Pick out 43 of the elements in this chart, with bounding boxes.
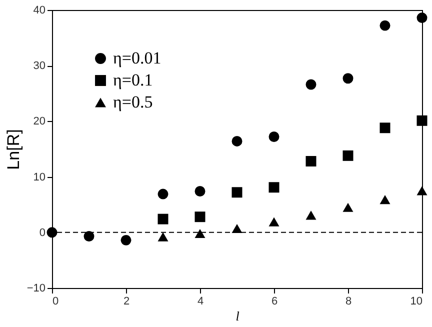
point [306, 210, 316, 220]
point [268, 182, 280, 193]
point [416, 115, 428, 126]
x-tick-label: 10 [410, 296, 422, 308]
y-tick-label: 30 [33, 60, 46, 72]
point [342, 150, 354, 161]
point [158, 232, 168, 242]
x-tick-label: 0 [52, 296, 59, 308]
y-tick-label: 0 [39, 226, 46, 239]
point [232, 136, 242, 146]
x-tick-label: 6 [271, 296, 278, 308]
point [120, 234, 132, 246]
point [306, 79, 316, 90]
y-axis-title: Ln[R] [4, 129, 23, 170]
point [416, 12, 428, 24]
x-tick-label: 8 [345, 296, 352, 308]
legend-label: η=0.5 [113, 92, 153, 112]
point [380, 20, 390, 31]
point [46, 227, 58, 238]
point [158, 188, 168, 200]
point [194, 228, 206, 238]
x-tick-label: 4 [197, 296, 204, 308]
legend-label: η=0.01 [113, 48, 162, 68]
y-tick-label: 20 [33, 116, 46, 128]
x-tick-label: 2 [123, 296, 130, 308]
point [84, 231, 94, 242]
point [194, 212, 206, 222]
legend-label: η=0.1 [113, 70, 153, 90]
point [342, 202, 354, 212]
point [416, 186, 428, 196]
y-tick-label: 40 [33, 4, 46, 16]
point [158, 214, 168, 224]
y-tick-label: 10 [33, 171, 46, 184]
y-tick-label: −10 [26, 282, 46, 294]
x-axis-title: l [236, 308, 240, 324]
point [342, 73, 354, 84]
point [380, 122, 390, 134]
point [306, 156, 316, 166]
point [268, 217, 280, 226]
point [380, 195, 390, 204]
point [194, 186, 206, 196]
point [268, 132, 280, 142]
point [232, 187, 242, 198]
